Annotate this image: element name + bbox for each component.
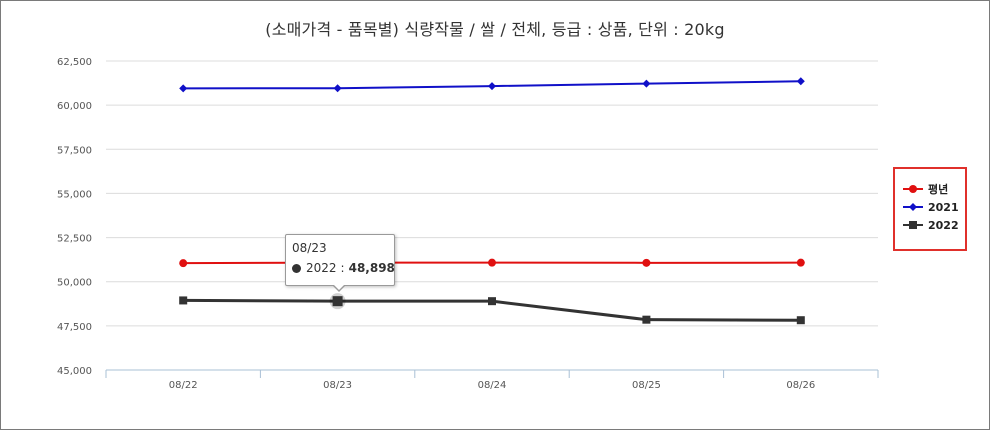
data-point-2022 (488, 297, 496, 306)
x-tick-label: 08/24 (478, 380, 507, 391)
y-tick-label: 52,500 (57, 234, 92, 245)
data-point-평년 (642, 258, 651, 267)
x-tick-label: 08/23 (323, 380, 352, 391)
data-point-2022 (179, 296, 188, 305)
data-point-2021 (642, 79, 651, 88)
tooltip-separator: : (340, 261, 345, 275)
y-tick-label: 62,500 (57, 57, 92, 68)
y-tick-label: 55,000 (57, 189, 92, 200)
data-point-2021 (488, 82, 496, 91)
tooltip-series: 2022 (306, 261, 337, 275)
x-tick-label: 08/22 (169, 380, 198, 391)
data-point-2021 (333, 84, 342, 93)
data-point-2022 (642, 315, 651, 324)
legend-marker-square-icon (903, 221, 923, 229)
tooltip-row: 2022 : 48,898 (292, 261, 395, 275)
y-tick-label: 47,500 (57, 322, 92, 333)
x-tick-label: 08/26 (786, 380, 815, 391)
legend-label: 평년 (928, 183, 949, 196)
x-tick-label: 08/25 (632, 380, 661, 391)
data-point-2022 (796, 316, 805, 325)
legend-item-2021[interactable]: 2021 (903, 199, 959, 215)
data-point-2021 (179, 84, 188, 93)
tooltip-value: 48,898 (348, 261, 395, 275)
data-point-2021 (796, 77, 805, 86)
legend-marker-circle-icon (903, 185, 923, 193)
legend: 평년 2021 2022 (893, 167, 967, 251)
series-dot-icon (292, 263, 301, 273)
chart-title: (소매가격 - 품목별) 식량작물 / 쌀 / 전체, 등급 : 상품, 단위 … (265, 20, 725, 39)
y-tick-label: 60,000 (57, 101, 92, 112)
tooltip-date: 08/23 (292, 241, 327, 255)
legend-label: 2021 (928, 200, 959, 214)
y-tick-label: 50,000 (57, 278, 92, 289)
y-tick-label: 57,500 (57, 145, 92, 156)
legend-item-평년[interactable]: 평년 (903, 181, 948, 197)
legend-item-2022[interactable]: 2022 (903, 217, 959, 233)
data-point-평년 (179, 259, 188, 268)
data-point-평년 (488, 258, 496, 267)
y-tick-label: 45,000 (57, 366, 92, 377)
data-tooltip: 08/23 2022 : 48,898 (285, 234, 395, 292)
legend-label: 2022 (928, 218, 959, 232)
data-point-평년 (796, 258, 805, 267)
hovered-data-point (332, 296, 343, 307)
legend-marker-diamond-icon (903, 203, 923, 211)
